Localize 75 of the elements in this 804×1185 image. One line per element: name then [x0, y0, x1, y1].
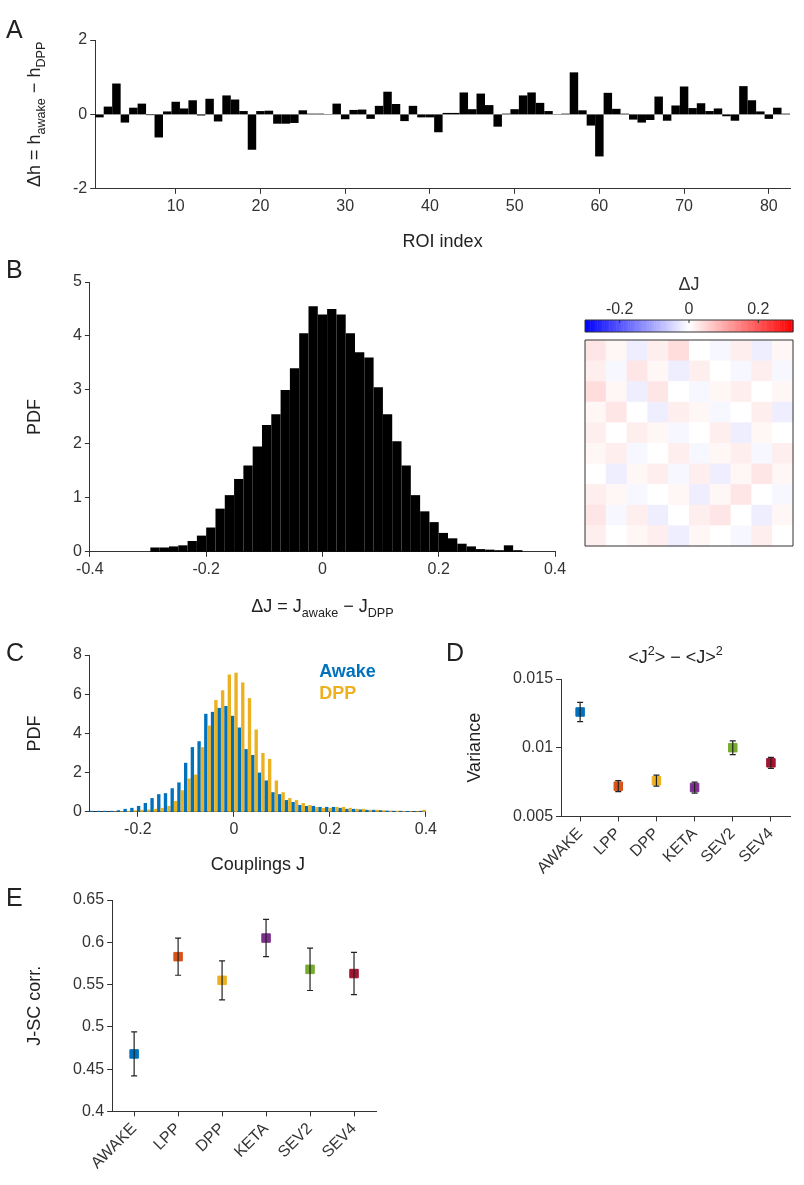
text: Awake	[319, 661, 376, 681]
x-tick-label: 70	[675, 196, 694, 214]
color-bar-label: 0	[684, 300, 694, 317]
x-tick-label: 0	[318, 559, 327, 577]
bar	[662, 114, 672, 121]
bar	[654, 96, 663, 115]
bar	[400, 114, 409, 122]
x-axis-title: ROI index	[402, 231, 483, 251]
x-tick-label: 0	[229, 819, 239, 837]
y-tick-label: 0.5	[81, 1017, 105, 1035]
y-tick-label: 2	[72, 434, 82, 452]
x-tick-label: -0.2	[124, 819, 152, 837]
x-tick-label: 0.2	[427, 559, 450, 577]
y-axis-title: PDF	[24, 715, 44, 752]
y-tick-label: 3	[72, 380, 82, 398]
x-tick-label: 0.4	[414, 819, 438, 837]
text: B	[6, 255, 23, 283]
y-tick-label: 1	[72, 488, 82, 506]
y-axis-title: Δh = hawake − hDPP	[24, 41, 49, 188]
y-tick-label: 0.01	[521, 738, 554, 756]
text: D	[446, 638, 465, 666]
bar	[95, 114, 104, 118]
x-tick-label: 10	[166, 196, 185, 214]
x-axis-title: Couplings J	[210, 854, 305, 874]
x-tick-label: 0.2	[318, 819, 342, 837]
y-axis-title: PDF	[24, 398, 44, 435]
y-tick-label: 0.55	[73, 974, 105, 992]
bar	[366, 114, 375, 119]
bar	[332, 103, 341, 115]
y-tick-label: 0.015	[512, 669, 554, 687]
x-tick-label: LPP	[590, 824, 624, 858]
color-bar-title: ΔJ	[678, 274, 700, 294]
y-tick-label: 0	[72, 542, 82, 560]
text: A	[6, 15, 23, 43]
y-tick-label: 0.005	[512, 806, 554, 824]
y-tick-label: 4	[72, 326, 82, 344]
bar	[213, 114, 223, 122]
y-tick-label: 2	[72, 763, 82, 781]
y-tick-label: -2	[72, 179, 88, 197]
y-tick-label: 0.45	[73, 1059, 105, 1077]
x-tick-label: 30	[336, 196, 355, 214]
x-tick-label: 0.4	[543, 559, 567, 577]
text: E	[6, 883, 23, 911]
y-axis-title: Variance	[464, 712, 484, 783]
y-tick-label: 4	[72, 723, 82, 741]
bar	[764, 114, 774, 119]
x-tick-label: -0.4	[76, 559, 104, 577]
y-tick-label: 0	[72, 802, 82, 820]
color-bar-label: -0.2	[605, 300, 634, 317]
text: C	[6, 638, 25, 666]
bar	[493, 114, 502, 127]
bar	[120, 114, 130, 123]
x-tick-label: 20	[251, 196, 270, 214]
x-tick-label: LPP	[149, 1119, 184, 1153]
x-tick-label: 50	[505, 196, 524, 214]
y-tick-label: 0.6	[81, 932, 105, 950]
y-tick-label: 8	[72, 645, 82, 663]
x-tick-label: 40	[421, 196, 439, 214]
x-tick-label: 60	[590, 196, 609, 214]
bar	[773, 107, 782, 115]
bar	[340, 114, 350, 120]
y-tick-label: 2	[78, 30, 88, 48]
x-tick-label: 80	[759, 196, 778, 214]
color-bar-label: 0.2	[747, 300, 770, 317]
y-tick-label: 6	[72, 684, 82, 702]
y-tick-label: 0.4	[81, 1101, 105, 1119]
y-tick-label: 5	[72, 272, 82, 290]
bar	[298, 110, 308, 115]
y-tick-label: 0	[78, 104, 88, 122]
bar	[205, 98, 214, 115]
y-tick-label: 0.65	[73, 890, 105, 908]
y-axis-title: J-SC corr.	[24, 965, 44, 1046]
text: DPP	[319, 683, 357, 703]
x-tick-label: -0.2	[192, 559, 221, 577]
bar	[247, 114, 257, 150]
